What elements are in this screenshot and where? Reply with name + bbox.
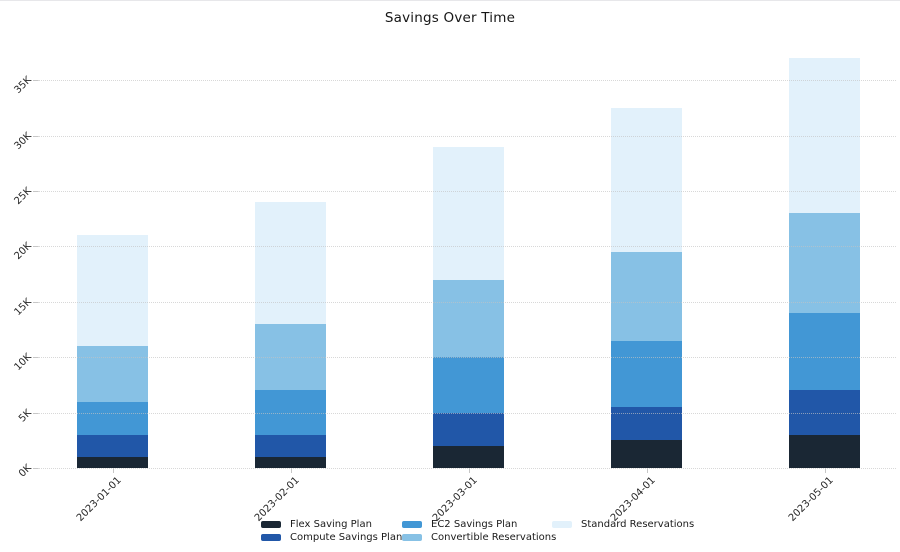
legend-swatch	[261, 520, 281, 528]
y-tick-mark	[33, 412, 38, 414]
x-tick-mark	[646, 468, 648, 473]
y-tick-label: 5K	[16, 407, 34, 425]
bar-segment	[77, 456, 148, 468]
y-tick-label: 10K	[12, 351, 34, 374]
y-tick-mark	[33, 301, 38, 303]
legend-label: Convertible Reservations	[431, 532, 557, 543]
bar-stack	[611, 107, 683, 468]
y-tick-label: 30K	[12, 130, 34, 152]
legend-label: Flex Saving Plan	[290, 518, 372, 530]
legend-swatch	[552, 520, 572, 528]
bar-segment	[433, 445, 505, 468]
bar-segment	[77, 401, 148, 435]
chart-title: Savings Over Time	[384, 10, 516, 26]
x-tick-label: 2023-05-01	[786, 475, 836, 524]
bar-segment	[77, 235, 148, 347]
legend-label: Standard Reservations	[581, 518, 695, 530]
x-tick-mark	[824, 468, 826, 473]
y-tick-label: 20K	[12, 241, 34, 263]
bar-stack	[433, 146, 505, 468]
x-tick-label: 2023-01-01	[74, 475, 124, 524]
bar-stack	[77, 235, 148, 468]
x-tick-mark	[290, 468, 292, 473]
legend-swatch	[402, 534, 422, 541]
x-tick-mark	[112, 468, 114, 473]
bar-segment	[433, 279, 505, 358]
bar-segment	[611, 107, 683, 252]
y-tick-mark	[33, 191, 38, 192]
bar-segment	[255, 456, 327, 468]
y-tick-mark	[33, 135, 38, 137]
y-tick-label: 0K	[16, 462, 34, 480]
legend-item: EC2 Savings Plan	[402, 518, 517, 530]
legend-swatch	[261, 534, 281, 541]
gridline	[38, 246, 896, 248]
gridline	[38, 468, 896, 469]
bar-segment	[789, 312, 861, 391]
bar-segment	[433, 412, 505, 446]
bar-segment	[255, 202, 327, 324]
bar-segment	[255, 434, 327, 457]
legend-item: Compute Savings Plan	[261, 532, 402, 544]
gridline	[38, 357, 896, 359]
gridline	[38, 80, 896, 82]
x-tick-label: 2023-04-01	[608, 475, 658, 524]
bar-segment	[611, 251, 683, 341]
bar-segment	[433, 357, 505, 413]
legend-label: Compute Savings Plan	[290, 532, 403, 543]
bar-segment	[77, 346, 148, 402]
bar-segment	[77, 434, 148, 457]
y-tick-mark	[33, 80, 38, 82]
gridline	[38, 412, 896, 414]
gridline	[38, 301, 896, 303]
gridline	[38, 191, 896, 192]
bar-segment	[789, 213, 861, 313]
bar-segment	[789, 434, 861, 468]
gridline	[38, 135, 896, 137]
y-tick-label: 35K	[12, 74, 34, 97]
bar-segment	[433, 146, 505, 280]
legend-item: Convertible Reservations	[402, 532, 556, 544]
legend-item: Flex Saving Plan	[261, 518, 372, 530]
y-tick-label: 25K	[12, 185, 34, 208]
x-tick-mark	[468, 468, 470, 473]
bar-segment	[611, 340, 683, 408]
legend-item: Standard Reservations	[552, 518, 694, 530]
bar-segment	[611, 440, 683, 468]
y-tick-mark	[33, 357, 38, 359]
y-tick-label: 15K	[12, 296, 34, 318]
y-tick-mark	[33, 246, 38, 248]
y-tick-mark	[33, 468, 38, 469]
bar-stack	[789, 58, 861, 468]
bar-stack	[255, 202, 327, 468]
legend-label: EC2 Savings Plan	[431, 518, 518, 530]
legend-swatch	[402, 520, 422, 528]
